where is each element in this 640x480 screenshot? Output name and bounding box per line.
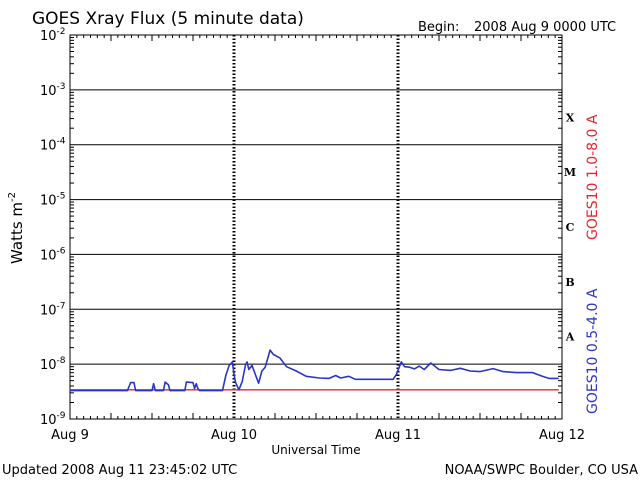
y-tick-label: 10-9: [40, 411, 66, 428]
x-tick-label: Aug 11: [375, 428, 421, 443]
y-tick-base: 10: [40, 248, 57, 263]
x-tick-label: Aug 12: [539, 428, 585, 443]
y-tick-base: 10: [40, 29, 57, 44]
y-tick-exponent: -8: [57, 356, 66, 366]
y-tick-label: 10-7: [40, 301, 66, 318]
flare-class-a: A: [565, 331, 575, 344]
source-credit: NOAA/SWPC Boulder, CO USA: [445, 463, 638, 478]
x-tick-label: Aug 10: [211, 428, 257, 443]
legend-short-channel: GOES10 0.5-4.0 A: [585, 288, 601, 414]
y-tick-exponent: -9: [57, 411, 66, 421]
x-axis-ticks: Aug 9 Aug 10 Aug 11 Aug 12: [51, 35, 585, 443]
flare-class-c: C: [566, 221, 575, 234]
y-tick-exponent: -5: [57, 192, 66, 202]
y-tick-label: 10-3: [40, 82, 66, 99]
y-tick-label: 10-8: [40, 356, 66, 373]
y-tick-label: 10-2: [40, 27, 66, 44]
y-axis-ticks: 10-910-810-710-610-510-410-310-2: [40, 27, 66, 428]
x-axis-title: Universal Time: [271, 443, 360, 457]
y-tick-exponent: -7: [57, 301, 66, 311]
y-tick-exponent: -2: [57, 27, 66, 37]
flare-class-x: X: [566, 111, 575, 124]
flare-class-m: M: [564, 166, 576, 179]
y-tick-exponent: -4: [57, 137, 66, 147]
plot-frame: [69, 34, 563, 420]
chart-title: GOES Xray Flux (5 minute data): [32, 9, 304, 29]
y-tick-label: 10-4: [40, 137, 66, 154]
flare-class-labels: X M C B A: [564, 111, 576, 343]
y-tick-base: 10: [40, 84, 57, 99]
y-tick-exponent: -3: [57, 82, 66, 92]
x-tick-label: Aug 9: [51, 428, 89, 443]
begin-label: Begin:: [418, 20, 459, 35]
y-tick-label: 10-5: [40, 192, 66, 209]
y-tick-label: 10-6: [40, 246, 66, 263]
y-axis-title: Watts m-2: [7, 192, 26, 264]
flare-class-b: B: [565, 276, 574, 289]
begin-value: 2008 Aug 9 0000 UTC: [474, 20, 616, 35]
y-tick-base: 10: [40, 413, 57, 428]
series-line-short-channel: [70, 349, 559, 392]
y-tick-base: 10: [40, 303, 57, 318]
updated-timestamp: Updated 2008 Aug 11 23:45:02 UTC: [2, 463, 237, 478]
grid-layer: [70, 35, 562, 419]
y-axis-title-exponent: -2: [7, 192, 18, 202]
series-layer: [70, 349, 559, 392]
y-tick-base: 10: [40, 194, 57, 209]
y-tick-base: 10: [40, 139, 57, 154]
y-tick-base: 10: [40, 358, 57, 373]
legend-long-channel: GOES10 1.0-8.0 A: [585, 114, 601, 240]
y-axis-title-text: Watts m: [8, 202, 26, 264]
y-tick-exponent: -6: [57, 246, 66, 256]
